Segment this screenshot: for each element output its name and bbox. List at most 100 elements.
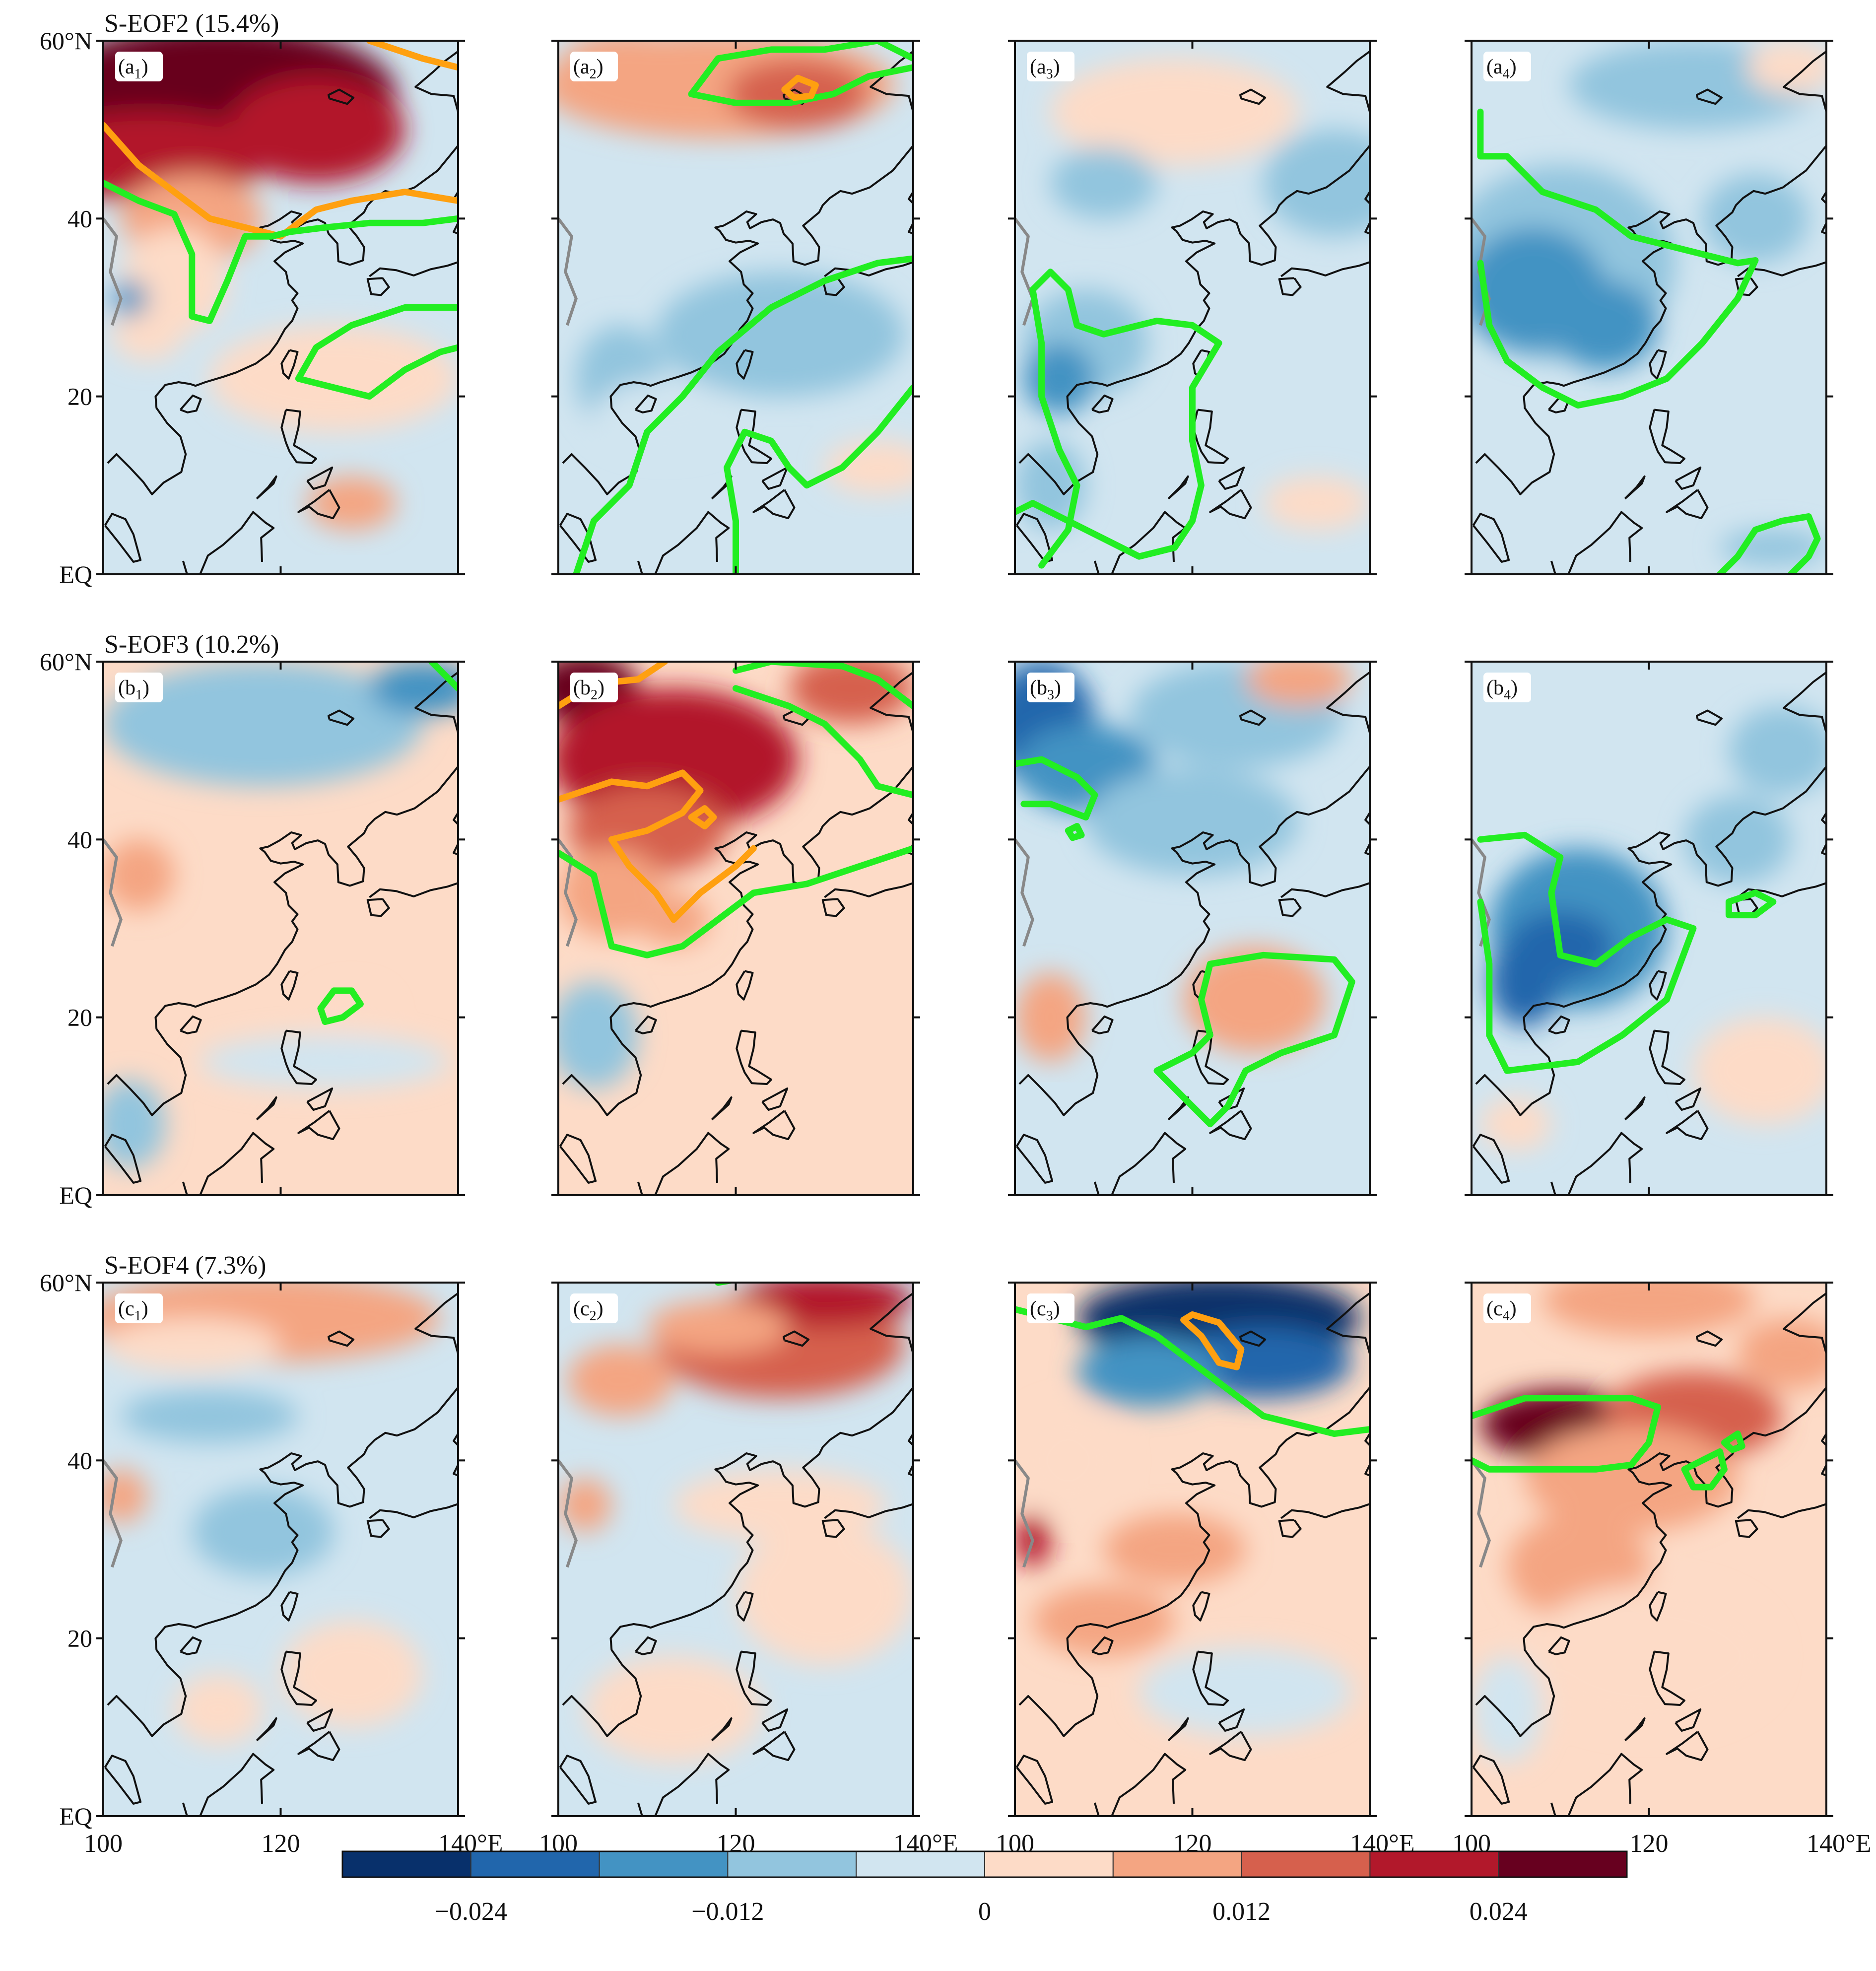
map-panel: (b1) (96, 661, 465, 1196)
coastline (634, 394, 657, 413)
coastline (783, 1330, 810, 1347)
map-panels: (a1) (a2) (a3) (a4)(b1) (b2) (b3) (b4)(c1) (c2)… (96, 40, 1833, 1817)
coastline (1192, 1029, 1229, 1085)
coastline (1821, 222, 1826, 235)
coastline (1015, 513, 1054, 563)
coastline (1547, 1015, 1570, 1034)
coastline (821, 898, 845, 917)
contour-95 (688, 805, 717, 829)
x-tick-label: 140°E (1807, 1830, 1872, 1858)
coastline (1821, 843, 1826, 856)
coastline (453, 1433, 458, 1446)
field-anomaly (103, 1318, 281, 1372)
coastline (366, 277, 390, 296)
coastline (1547, 1636, 1570, 1655)
coastline (908, 191, 913, 204)
coastline (1821, 1433, 1826, 1446)
contour-95 (558, 769, 704, 923)
panel-label: (a1) (118, 56, 148, 82)
panel-label-letter: (a (573, 56, 590, 78)
coastline (1821, 812, 1826, 825)
coastline (1624, 1096, 1646, 1121)
coastline (908, 1464, 913, 1477)
coastline (1278, 898, 1302, 917)
contour-90 (1029, 286, 1080, 569)
y-tick-label: 20 (67, 1004, 92, 1031)
panel-label-box (1027, 1293, 1074, 1323)
field-anomaly (138, 670, 281, 742)
contour-90 (1721, 1430, 1745, 1453)
coastline (1209, 1110, 1252, 1141)
coastline (1737, 882, 1826, 898)
contour-95 (781, 74, 819, 101)
coastline (179, 1015, 202, 1034)
coastline (1364, 1464, 1370, 1477)
panel-label-letter: (a (1030, 56, 1046, 78)
lake-outline (1015, 838, 1034, 947)
field-anomaly (567, 1345, 674, 1416)
coastline (453, 1464, 458, 1477)
coastline (1666, 489, 1709, 520)
row-title: S-EOF4 (7.3%) (104, 1251, 266, 1280)
contour-90 (1472, 1395, 1661, 1473)
panel-label-letter: (b (573, 677, 591, 699)
coastline (280, 408, 317, 464)
contour-90 (1015, 1306, 1370, 1437)
panel-label-subscript: 1 (134, 1308, 141, 1324)
coastline (1091, 394, 1114, 413)
colorbar-bin (984, 1851, 1114, 1878)
map-panel: (b2) (551, 661, 920, 1196)
coastline (1675, 1708, 1702, 1732)
coastline (1649, 1591, 1667, 1622)
colorbar-bin (1498, 1851, 1627, 1878)
panel-label-letter: (a (118, 56, 134, 78)
field-anomaly (558, 982, 638, 1088)
panel-label-box (1483, 1293, 1531, 1323)
field-anomaly (1472, 1656, 1542, 1763)
coastline (104, 1755, 142, 1805)
field-anomaly (1245, 662, 1352, 706)
contour-90 (733, 685, 913, 799)
coastline (1093, 1132, 1187, 1195)
coastline (1624, 1717, 1646, 1742)
coastline (107, 145, 458, 495)
coastline (1218, 467, 1245, 490)
coastline (562, 766, 913, 1116)
coastline (256, 1717, 277, 1742)
coastline (182, 1753, 275, 1816)
coastline (369, 261, 458, 277)
panel-label-subscript: 4 (1503, 67, 1510, 82)
coastline (1821, 1464, 1826, 1477)
lake-outline (1015, 1459, 1034, 1568)
coastline (752, 489, 796, 520)
coastline (1475, 1387, 1826, 1737)
panel-label-subscript: 4 (1504, 687, 1511, 703)
field-anomaly (201, 1035, 450, 1088)
panel-label-subscript: 2 (590, 67, 597, 82)
panel-label-subscript: 2 (590, 1308, 597, 1324)
coastline (1737, 1503, 1826, 1519)
y-tick-label: 60°N (40, 1269, 92, 1296)
panel-label-subscript: 4 (1503, 1308, 1510, 1324)
contour-90 (1065, 823, 1085, 841)
coastline (1649, 970, 1667, 1001)
lake-outline (103, 217, 123, 326)
coastline (1018, 766, 1370, 1116)
coastline (1015, 1134, 1054, 1184)
panel-label: (b2) (573, 677, 604, 703)
field-anomaly (1729, 706, 1826, 795)
panel-label-box (1027, 52, 1074, 81)
contour-95 (1180, 1311, 1245, 1370)
panel-label-box (570, 1293, 618, 1323)
field-anomaly (673, 1469, 887, 1541)
panel-label-subscript: 1 (135, 687, 142, 703)
contour-90 (688, 41, 913, 97)
panel-label: (c1) (118, 1297, 148, 1324)
coastline (870, 671, 913, 733)
coastline (369, 882, 458, 898)
coastline (1093, 1753, 1187, 1816)
y-tick-label: EQ (59, 1181, 92, 1209)
contour-90 (1717, 513, 1821, 574)
panel-label-close: ) (1510, 56, 1517, 78)
panel-label-letter: (c (573, 1297, 590, 1320)
